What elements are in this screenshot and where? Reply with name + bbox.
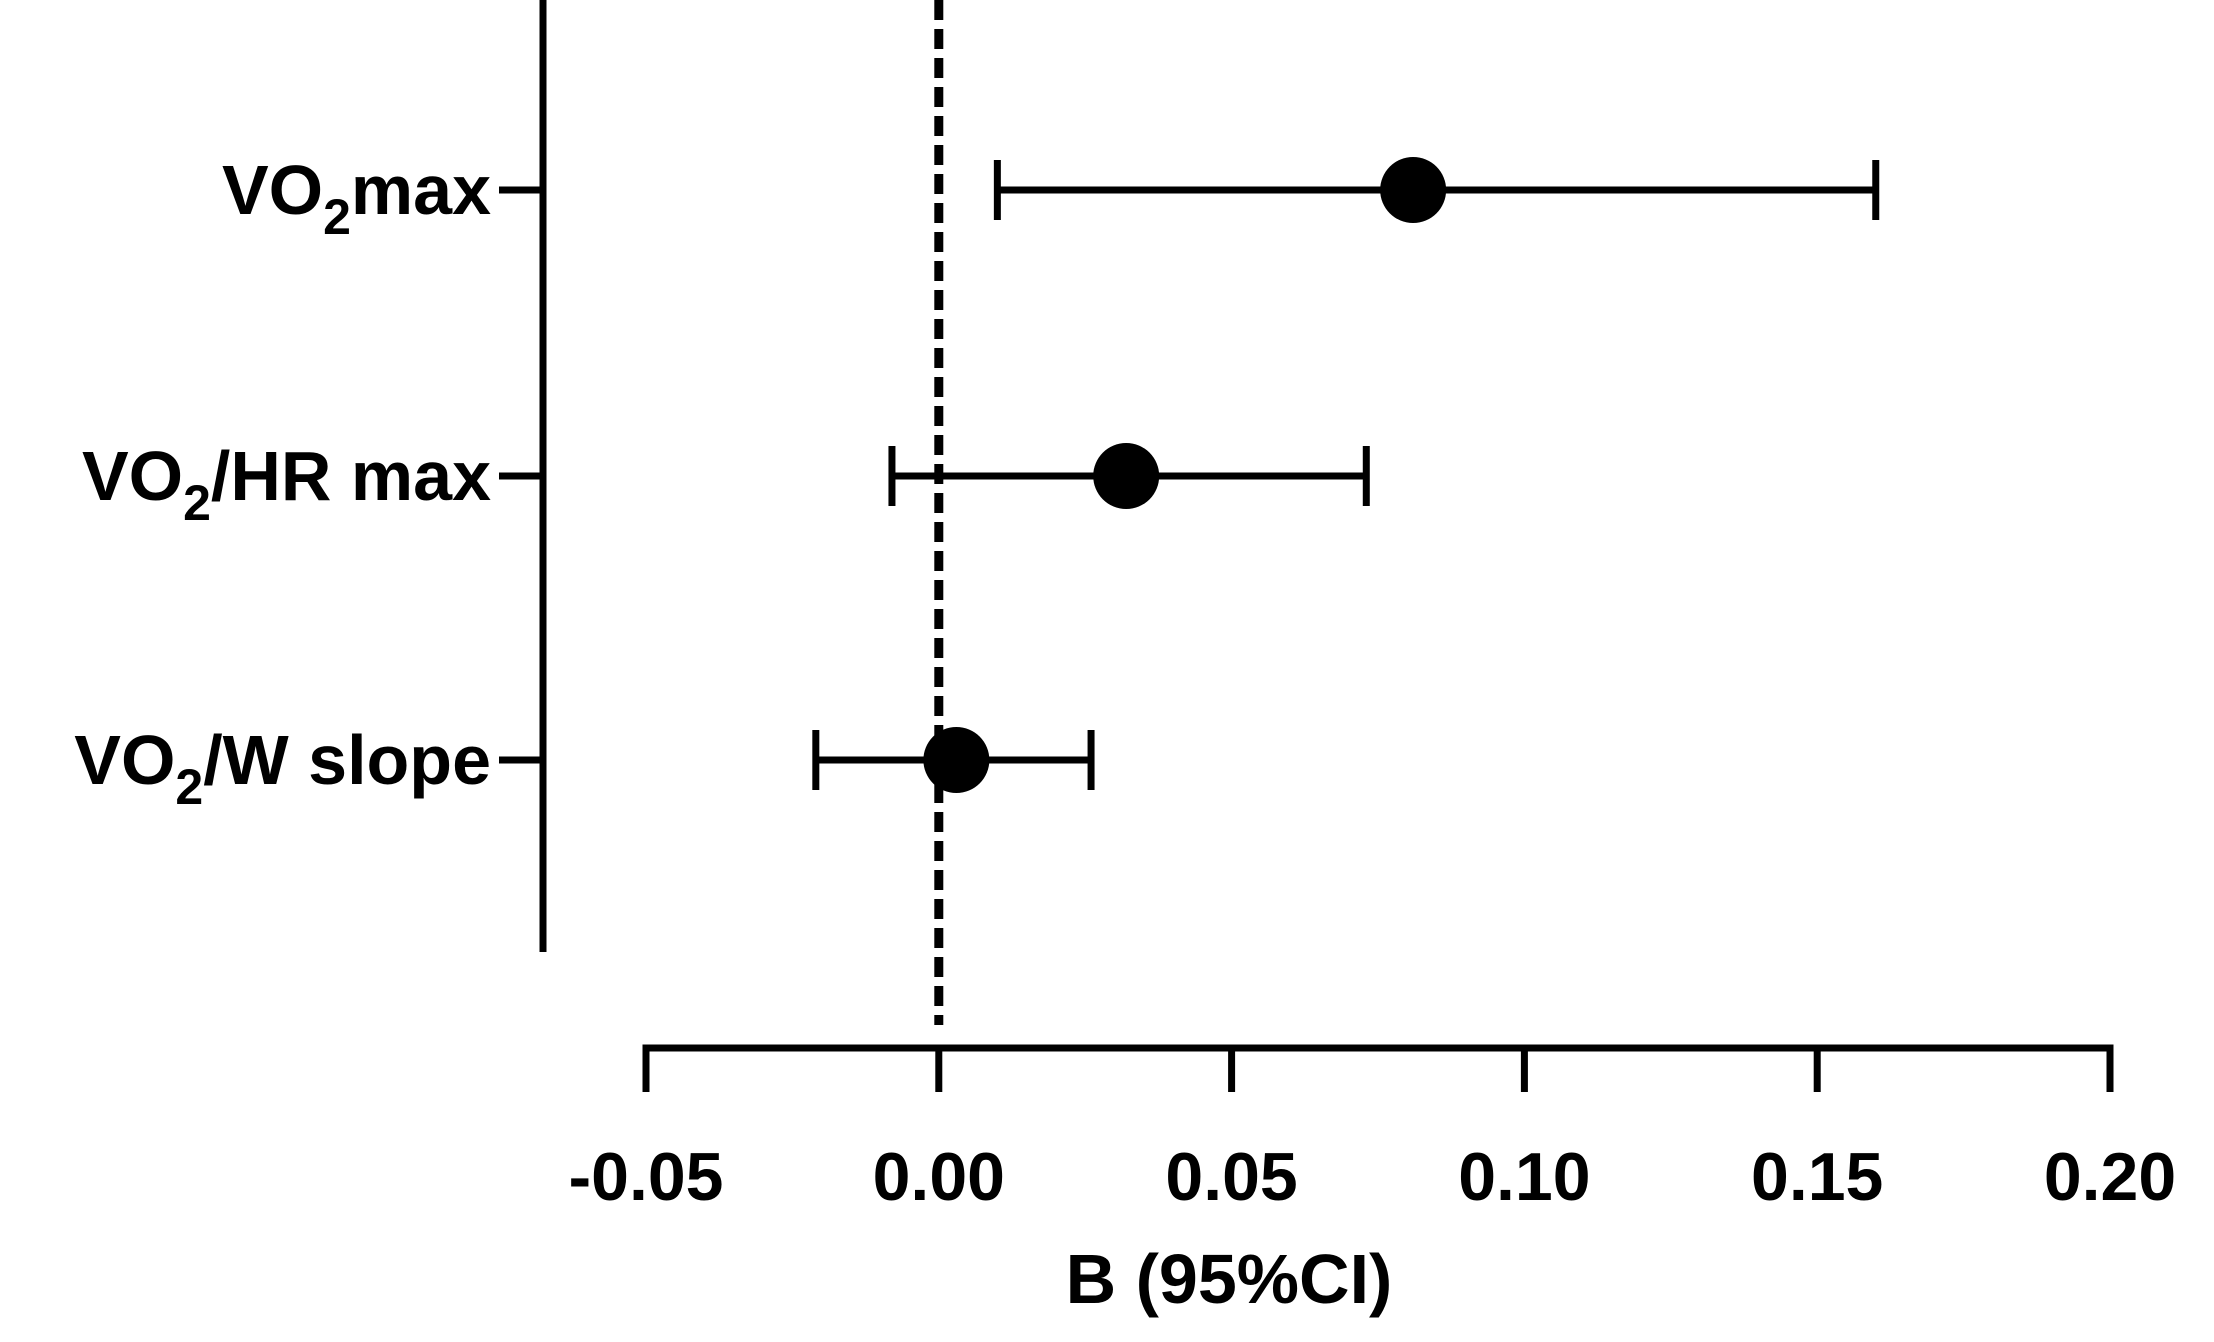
axes-group: -0.05 0.00 0.05 0.10 0.15 0.20 VO2max VO2/HR ma… bbox=[74, 0, 2176, 1215]
point-estimate bbox=[923, 727, 990, 793]
marks-group bbox=[812, 0, 1880, 1025]
y-tick-label: VO2/W slope bbox=[74, 721, 491, 815]
x-tick-label: 0.05 bbox=[1165, 1139, 1297, 1215]
x-tick-label: 0.00 bbox=[873, 1139, 1005, 1215]
point-estimate bbox=[1093, 443, 1160, 509]
x-tick-label: 0.20 bbox=[2044, 1139, 2176, 1215]
point-estimate bbox=[1380, 157, 1447, 223]
x-axis-label: B (95%CI) bbox=[1066, 1240, 1393, 1318]
x-tick-label: -0.05 bbox=[569, 1139, 724, 1215]
x-tick-label: 0.15 bbox=[1751, 1139, 1883, 1215]
x-tick-label: 0.10 bbox=[1458, 1139, 1590, 1215]
y-tick-label: VO2/HR max bbox=[82, 437, 491, 531]
y-tick-label: VO2max bbox=[222, 151, 491, 245]
